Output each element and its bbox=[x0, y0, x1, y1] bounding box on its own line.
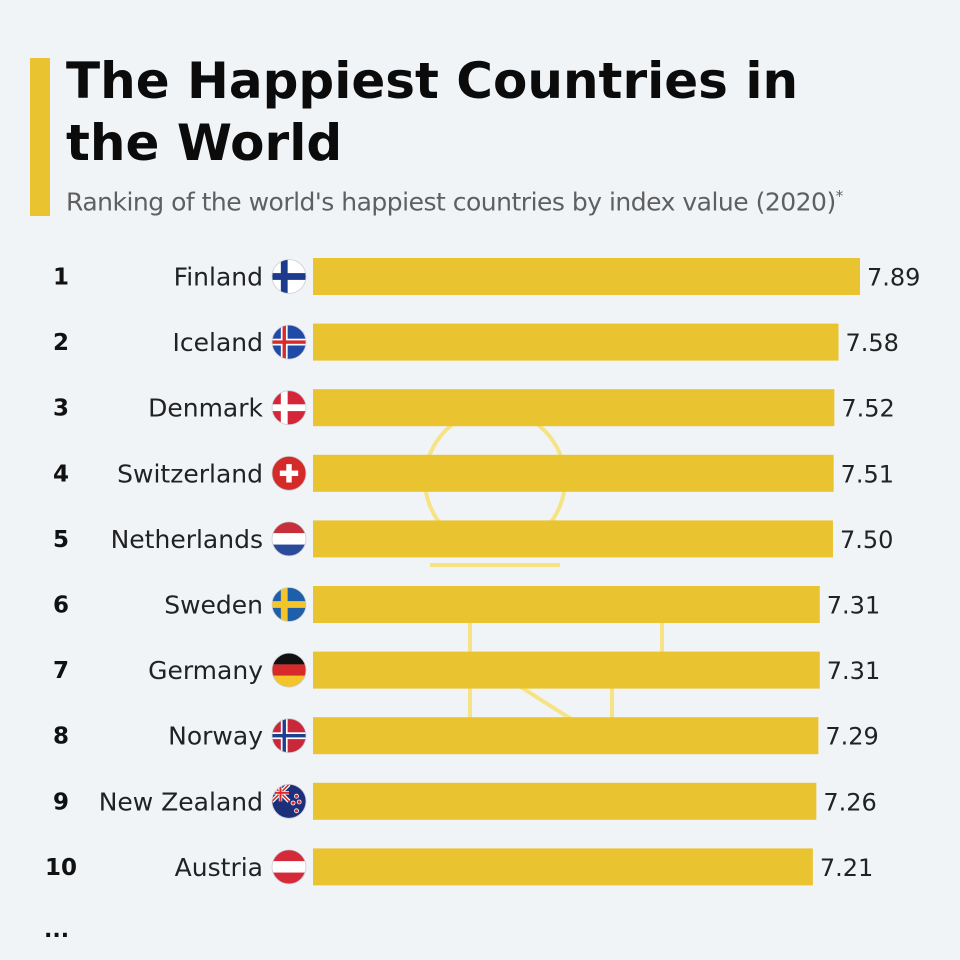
bar-1 bbox=[313, 258, 860, 295]
bar-10 bbox=[313, 848, 813, 886]
rank-label: 1 bbox=[53, 265, 69, 291]
bar-9 bbox=[313, 782, 817, 820]
switzerland-flag-icon bbox=[271, 455, 307, 491]
rank-label: 6 bbox=[53, 593, 69, 619]
bar-4 bbox=[313, 454, 834, 492]
country-label: Sweden bbox=[164, 591, 263, 620]
page-subtitle: Ranking of the world's happiest countrie… bbox=[66, 187, 843, 216]
rank-label: 4 bbox=[53, 461, 69, 487]
bar-8 bbox=[313, 717, 819, 755]
value-label: 7.51 bbox=[841, 460, 894, 488]
rank-label: 8 bbox=[53, 724, 69, 750]
value-label: 7.31 bbox=[827, 657, 880, 685]
country-label: Norway bbox=[168, 722, 263, 751]
rank-label: 2 bbox=[53, 330, 69, 356]
subtitle-text: Ranking of the world's happiest countrie… bbox=[66, 187, 836, 217]
country-label: Switzerland bbox=[117, 459, 263, 488]
rank-label: 7 bbox=[53, 658, 69, 684]
value-label: 7.29 bbox=[825, 723, 878, 751]
value-label: 7.31 bbox=[827, 592, 880, 620]
netherlands-flag-icon bbox=[271, 521, 307, 557]
value-label: 7.50 bbox=[840, 526, 893, 554]
bar-7 bbox=[313, 651, 820, 689]
more-items-ellipsis: ... bbox=[44, 918, 70, 943]
value-label: 7.26 bbox=[823, 788, 876, 816]
subtitle-footnote-marker: * bbox=[835, 187, 844, 205]
value-label: 7.52 bbox=[841, 395, 894, 423]
new-zealand-flag-icon bbox=[271, 783, 307, 819]
rank-label: 3 bbox=[53, 396, 69, 422]
rank-label: 5 bbox=[53, 527, 69, 553]
rank-label: 9 bbox=[53, 789, 69, 815]
norway-flag-icon bbox=[271, 718, 307, 754]
title-accent-bar bbox=[30, 58, 50, 216]
country-label: Austria bbox=[175, 853, 263, 882]
page-title: The Happiest Countries in the World bbox=[66, 52, 799, 172]
germany-flag-icon bbox=[271, 652, 307, 688]
bar-6 bbox=[313, 586, 820, 623]
denmark-flag-icon bbox=[271, 390, 307, 426]
austria-flag-icon bbox=[271, 849, 307, 885]
iceland-flag-icon bbox=[271, 324, 307, 360]
country-label: Germany bbox=[148, 656, 263, 685]
rank-label: 10 bbox=[45, 855, 77, 881]
sweden-flag-icon bbox=[271, 587, 307, 622]
bar-5 bbox=[313, 520, 833, 558]
finland-flag-icon bbox=[271, 259, 307, 294]
value-label: 7.21 bbox=[820, 854, 873, 882]
country-label: Iceland bbox=[173, 328, 263, 357]
bar-2 bbox=[313, 323, 839, 361]
value-label: 7.58 bbox=[846, 329, 899, 357]
country-label: New Zealand bbox=[99, 787, 263, 816]
country-label: Finland bbox=[174, 263, 263, 292]
country-label: Netherlands bbox=[111, 525, 263, 554]
bar-3 bbox=[313, 389, 835, 427]
value-label: 7.89 bbox=[867, 264, 920, 292]
country-label: Denmark bbox=[148, 394, 263, 423]
